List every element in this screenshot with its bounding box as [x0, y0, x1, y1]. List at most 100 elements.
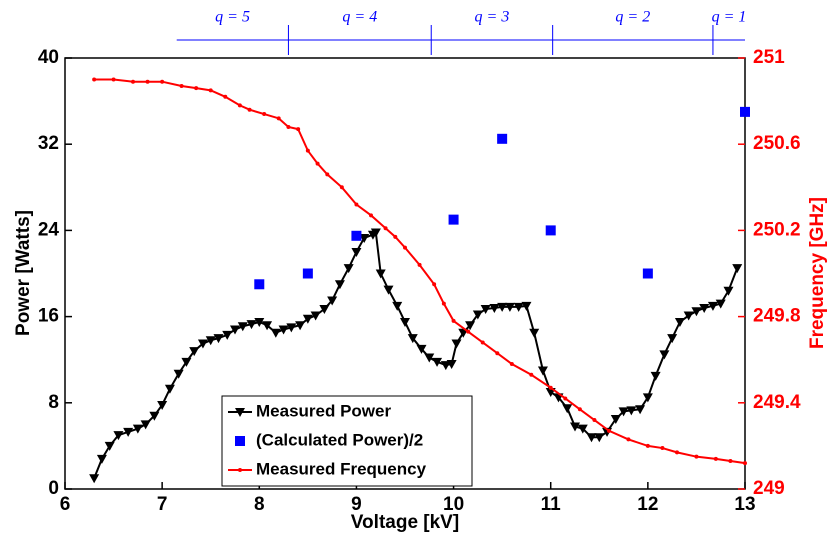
marker	[296, 127, 301, 132]
marker	[667, 334, 678, 344]
marker	[563, 396, 568, 401]
marker	[113, 431, 124, 441]
marker	[235, 436, 245, 446]
marker	[343, 264, 354, 274]
marker	[577, 407, 582, 412]
marker	[246, 320, 257, 330]
marker	[149, 411, 160, 421]
marker	[157, 400, 168, 410]
marker	[197, 339, 208, 349]
marker	[440, 361, 451, 371]
y2-tick-label: 250.2	[753, 219, 801, 240]
marker	[707, 301, 718, 311]
marker	[131, 79, 135, 84]
marker	[635, 405, 646, 415]
marker	[472, 310, 483, 320]
marker	[302, 268, 313, 279]
marker	[383, 226, 388, 231]
marker	[400, 317, 410, 327]
marker	[732, 264, 743, 274]
marker	[173, 369, 184, 379]
marker	[545, 225, 556, 236]
marker	[610, 414, 621, 424]
marker	[537, 366, 548, 376]
marker	[334, 280, 345, 290]
marker	[642, 393, 653, 403]
marker	[132, 424, 143, 434]
marker	[392, 301, 403, 311]
y-tick-label: 8	[48, 392, 59, 413]
marker	[403, 245, 407, 250]
marker	[675, 450, 679, 455]
marker	[327, 296, 338, 306]
marker	[370, 228, 381, 238]
marker	[286, 124, 291, 129]
marker	[205, 336, 216, 346]
marker	[650, 371, 661, 381]
legend-label: Measured Power	[256, 401, 391, 420]
marker	[145, 79, 150, 84]
marker	[728, 458, 733, 463]
marker	[247, 107, 252, 112]
y-axis-label: Power [Watts]	[13, 210, 34, 336]
marker	[213, 334, 224, 344]
marker	[497, 133, 508, 144]
marker	[278, 325, 289, 335]
y2-tick-label: 250.6	[753, 133, 801, 154]
y2-axis-label: Frequency [GHz]	[807, 197, 828, 349]
marker	[383, 285, 394, 295]
marker	[160, 79, 165, 84]
marker	[713, 456, 718, 461]
marker	[351, 230, 362, 241]
x-axis-label: Voltage [kV]	[351, 512, 459, 533]
marker	[607, 428, 611, 433]
marker	[237, 103, 242, 108]
marker	[642, 268, 653, 279]
marker	[189, 347, 200, 357]
marker	[407, 334, 418, 344]
x-tick-label: 8	[254, 494, 265, 515]
marker	[466, 329, 471, 334]
marker	[302, 314, 313, 324]
marker	[626, 437, 631, 442]
marker	[548, 385, 553, 390]
q-label: q = 5	[215, 9, 250, 26]
x-tick-label: 6	[60, 494, 71, 515]
marker	[270, 328, 281, 338]
marker	[432, 357, 443, 367]
y-tick-label: 40	[38, 47, 59, 68]
marker	[448, 214, 459, 225]
series-line	[93, 230, 739, 479]
marker	[441, 301, 446, 306]
marker	[529, 372, 534, 377]
marker	[305, 148, 310, 153]
marker	[230, 325, 240, 335]
marker	[674, 317, 685, 327]
marker	[570, 422, 580, 432]
marker	[495, 351, 500, 356]
marker	[222, 330, 233, 340]
marker	[325, 172, 330, 177]
q-label: q = 2	[615, 9, 650, 26]
y2-tick-label: 249	[753, 478, 785, 499]
marker	[375, 269, 386, 279]
q-label: q = 1	[712, 9, 747, 26]
marker	[586, 433, 597, 443]
marker	[594, 433, 605, 443]
marker	[351, 247, 362, 257]
marker	[354, 202, 359, 207]
marker	[92, 77, 97, 82]
y2-tick-label: 249.8	[753, 306, 801, 327]
marker	[521, 301, 532, 311]
marker	[254, 279, 265, 290]
marker	[691, 307, 702, 317]
marker	[513, 302, 524, 312]
marker	[417, 262, 422, 267]
y-tick-label: 24	[38, 219, 60, 240]
y-tick-label: 16	[38, 306, 59, 327]
marker	[164, 384, 175, 394]
marker	[451, 318, 456, 323]
marker	[480, 305, 491, 315]
marker	[446, 360, 457, 370]
marker	[699, 303, 710, 313]
